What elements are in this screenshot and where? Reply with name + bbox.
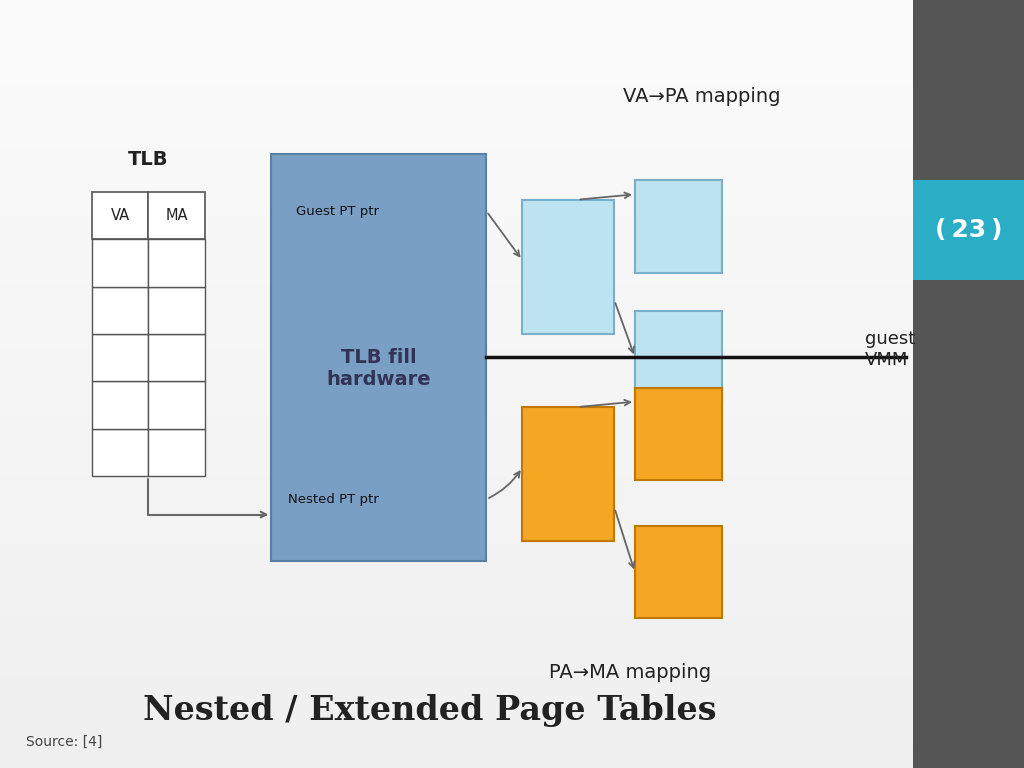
Bar xyxy=(635,180,722,273)
Text: Nested PT ptr: Nested PT ptr xyxy=(288,493,379,505)
Bar xyxy=(148,382,205,429)
Bar xyxy=(635,526,722,618)
Bar xyxy=(148,429,205,476)
Text: TLB: TLB xyxy=(128,150,169,169)
Bar xyxy=(148,286,205,334)
Bar xyxy=(92,382,148,429)
Text: Guest PT ptr: Guest PT ptr xyxy=(296,205,379,217)
Bar xyxy=(92,286,148,334)
Bar xyxy=(913,0,1024,768)
Text: ( 23 ): ( 23 ) xyxy=(935,218,1002,243)
Bar xyxy=(148,192,205,240)
Bar xyxy=(92,429,148,476)
Bar xyxy=(0,0,913,768)
Text: Source: [4]: Source: [4] xyxy=(26,735,102,749)
Bar xyxy=(92,240,148,286)
Text: PA→MA mapping: PA→MA mapping xyxy=(549,663,711,681)
Bar xyxy=(522,407,614,541)
Bar xyxy=(271,154,486,561)
Bar xyxy=(148,240,205,286)
Bar xyxy=(92,192,148,240)
Bar xyxy=(522,200,614,334)
Bar xyxy=(913,180,1024,280)
Text: VA: VA xyxy=(111,208,130,223)
Bar xyxy=(148,334,205,382)
Text: Nested / Extended Page Tables: Nested / Extended Page Tables xyxy=(143,694,717,727)
Bar xyxy=(635,311,722,403)
Text: MA: MA xyxy=(166,208,187,223)
Text: guest
VMM: guest VMM xyxy=(865,330,915,369)
Bar xyxy=(635,388,722,480)
Text: VA→PA mapping: VA→PA mapping xyxy=(623,87,780,105)
Bar xyxy=(92,334,148,382)
Text: TLB fill
hardware: TLB fill hardware xyxy=(327,348,431,389)
